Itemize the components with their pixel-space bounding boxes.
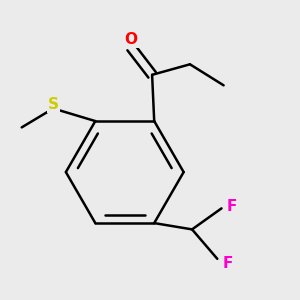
Text: O: O — [124, 32, 138, 46]
Text: S: S — [48, 97, 59, 112]
Text: F: F — [223, 256, 233, 271]
Text: F: F — [227, 199, 237, 214]
